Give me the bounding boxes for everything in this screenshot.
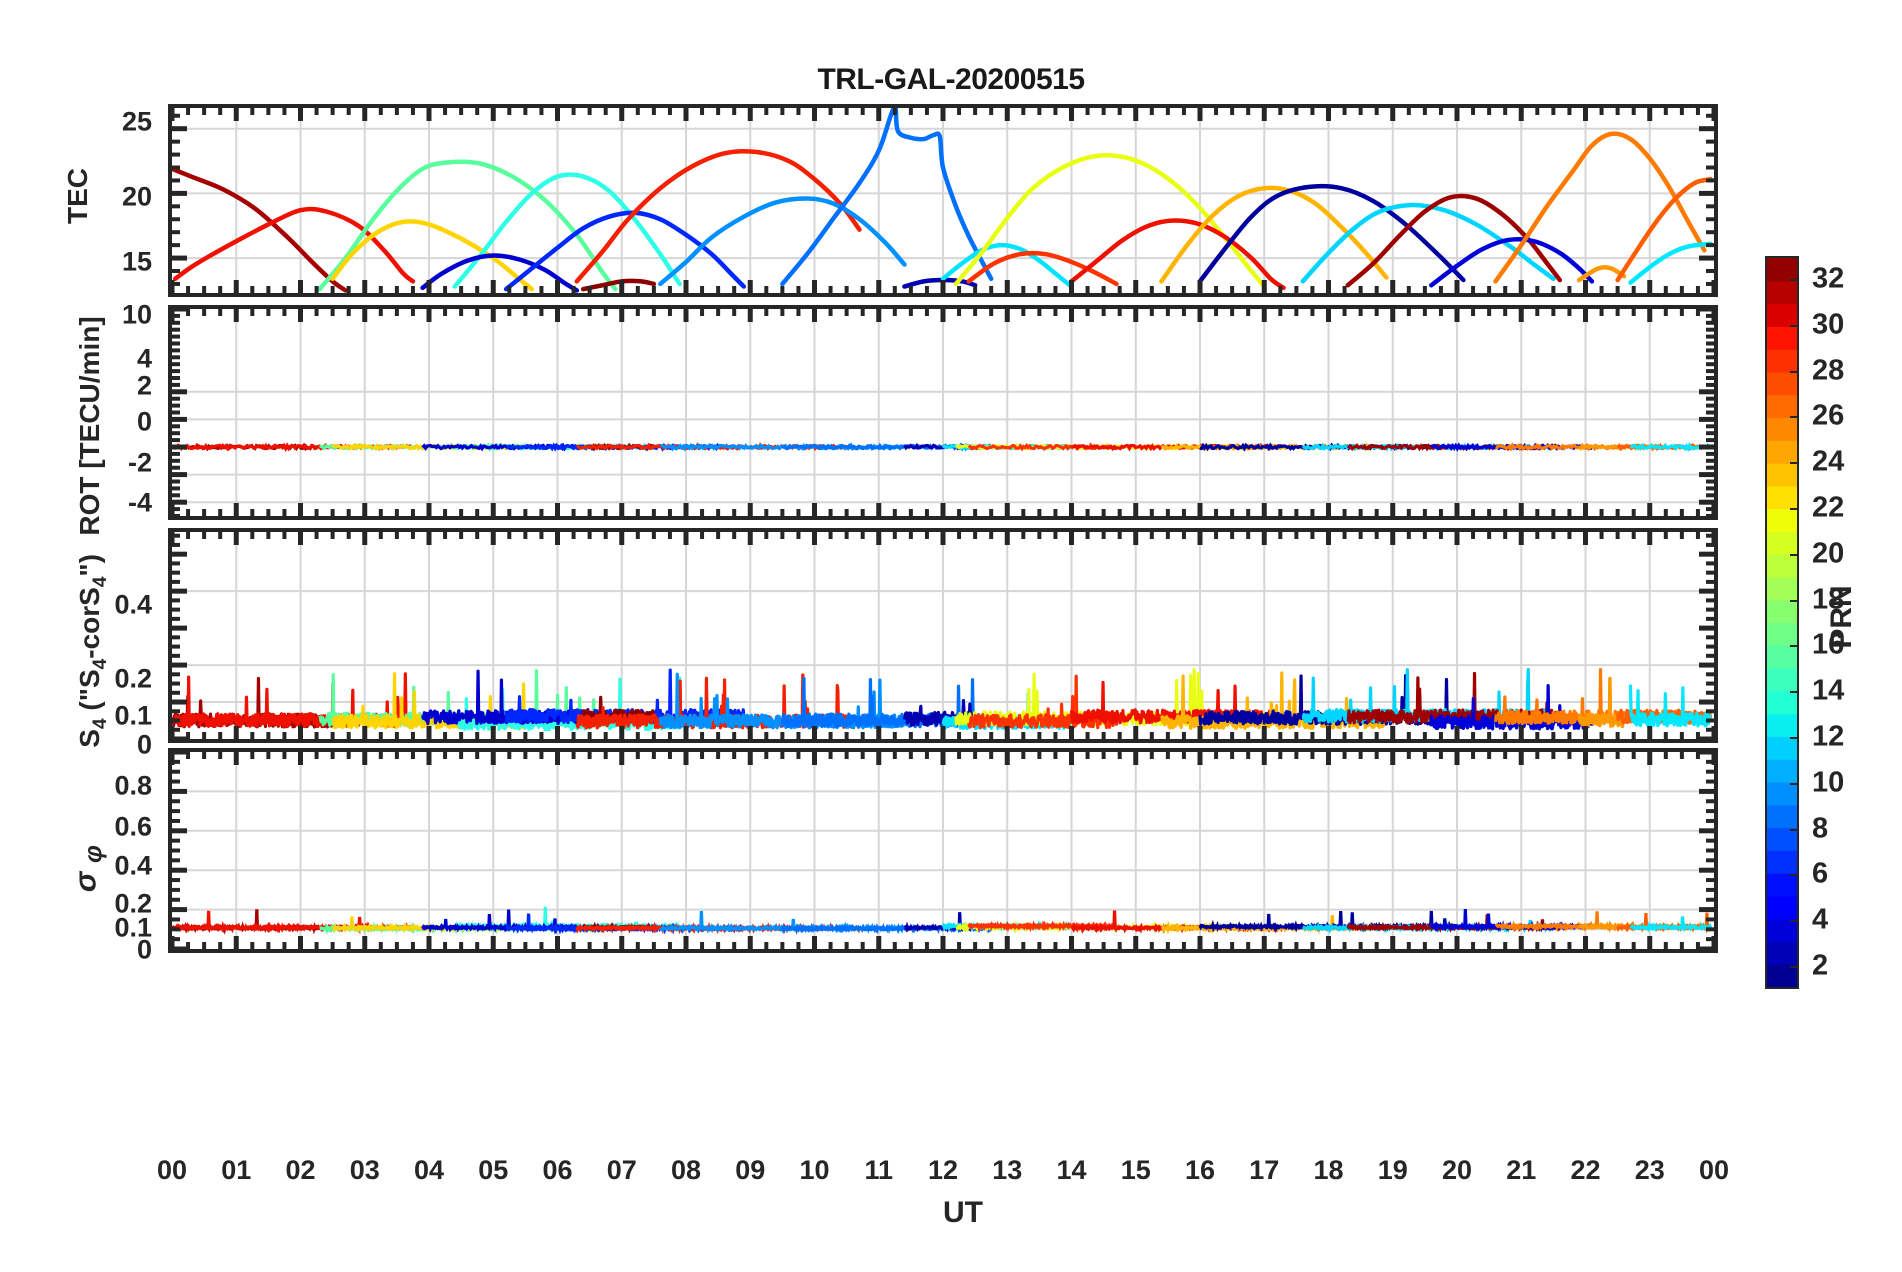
x-tick-label-21-21: 21 bbox=[1506, 1155, 1537, 1185]
panel-tec-plot bbox=[172, 108, 1714, 293]
colorbar-tick-30 bbox=[1790, 324, 1799, 327]
colorbar-label-2: 2 bbox=[1812, 949, 1829, 982]
colorbar-label-32: 32 bbox=[1812, 262, 1845, 295]
panel-tec-ytick-25: 25 bbox=[121, 106, 152, 137]
colorbar-label-22: 22 bbox=[1812, 491, 1845, 524]
colorbar-tick-20 bbox=[1790, 553, 1799, 556]
panel-rot-ytick-neg2: -2 bbox=[127, 447, 152, 478]
colorbar-title: PRN bbox=[1825, 585, 1858, 649]
colorbar-label-24: 24 bbox=[1812, 445, 1845, 478]
x-tick-label-06-6: 06 bbox=[542, 1155, 573, 1185]
x-tick-label-11-11: 11 bbox=[864, 1155, 894, 1185]
figure-title: TRL-GAL-20200515 bbox=[817, 63, 1085, 96]
colorbar-tick-24 bbox=[1790, 462, 1799, 465]
colorbar bbox=[1765, 256, 1799, 989]
colorbar-tick-4 bbox=[1790, 920, 1799, 923]
x-tick-label-16-16: 16 bbox=[1184, 1155, 1216, 1185]
colorbar-tick-6 bbox=[1790, 874, 1799, 877]
panel-tec-ytick-15: 15 bbox=[121, 246, 152, 277]
colorbar-tick-12 bbox=[1790, 737, 1799, 740]
colorbar-label-14: 14 bbox=[1812, 674, 1845, 707]
panel-sigma-phi bbox=[168, 748, 1718, 953]
colorbar-tick-8 bbox=[1790, 828, 1799, 831]
x-tick-label-05-5: 05 bbox=[478, 1155, 509, 1185]
x-tick-label-14-14: 14 bbox=[1056, 1155, 1087, 1185]
panel-s4-ytick-02: 0.2 bbox=[114, 663, 152, 694]
panel-rot-ytick-0: 0 bbox=[136, 406, 152, 437]
panel-s4-ytick-0: 0 bbox=[136, 729, 152, 760]
panel-s4 bbox=[168, 528, 1718, 743]
x-tick-label-12-12: 12 bbox=[927, 1155, 959, 1185]
colorbar-label-18: 18 bbox=[1812, 583, 1845, 616]
panel-sigma-phi-ytick-01: 0.1 bbox=[114, 912, 152, 943]
panel-rot-ytick-4: 4 bbox=[136, 343, 152, 374]
panel-rot-ytick-neg4: -4 bbox=[127, 487, 152, 518]
panel-sigma-phi-ytick-06: 0.6 bbox=[114, 811, 152, 842]
colorbar-label-16: 16 bbox=[1812, 628, 1845, 661]
panel-tec bbox=[168, 104, 1718, 297]
x-tick-label-00-0: 00 bbox=[156, 1155, 188, 1185]
panel-rot-ytick-2: 2 bbox=[136, 370, 152, 401]
x-tick-label-10-10: 10 bbox=[799, 1155, 830, 1185]
colorbar-label-4: 4 bbox=[1812, 903, 1829, 936]
x-tick-label-00-24: 00 bbox=[1698, 1155, 1730, 1185]
panel-s4-ytick-01: 0.1 bbox=[114, 700, 152, 731]
panel-s4-ytick-04: 0.4 bbox=[114, 589, 152, 620]
colorbar-tick-14 bbox=[1790, 691, 1799, 694]
x-tick-label-01-1: 01 bbox=[221, 1155, 252, 1185]
panel-sigma-phi-ytick-0: 0 bbox=[136, 934, 152, 965]
panel-sigma-phi-ytick-08: 0.8 bbox=[114, 770, 152, 801]
colorbar-tick-32 bbox=[1790, 278, 1799, 281]
panel-sigma-phi-plot bbox=[172, 752, 1714, 949]
colorbar-tick-18 bbox=[1790, 599, 1799, 602]
x-tick-label-07-7: 07 bbox=[606, 1155, 637, 1185]
colorbar-tick-16 bbox=[1790, 645, 1799, 648]
panel-rot-ytick-10: 10 bbox=[121, 299, 152, 330]
colorbar-label-10: 10 bbox=[1812, 766, 1845, 799]
x-axis-label: UT bbox=[943, 1196, 983, 1229]
panel-tec-ytick-20: 20 bbox=[121, 181, 152, 212]
x-tick-label-15-15: 15 bbox=[1120, 1155, 1151, 1185]
colorbar-tick-10 bbox=[1790, 782, 1799, 785]
x-tick-label-23-23: 23 bbox=[1634, 1155, 1665, 1185]
x-tick-label-04-4: 04 bbox=[413, 1155, 445, 1185]
colorbar-label-28: 28 bbox=[1812, 354, 1845, 387]
colorbar-tick-26 bbox=[1790, 416, 1799, 419]
panel-s4-plot bbox=[172, 532, 1714, 739]
x-tick-label-08-8: 08 bbox=[670, 1155, 702, 1185]
x-tick-label-13-13: 13 bbox=[992, 1155, 1023, 1185]
x-tick-label-18-18: 18 bbox=[1313, 1155, 1344, 1185]
colorbar-label-30: 30 bbox=[1812, 308, 1845, 341]
colorbar-label-8: 8 bbox=[1812, 812, 1829, 845]
panel-sigma-phi-ytick-02: 0.2 bbox=[114, 888, 152, 919]
panel-sigma-phi-ytick-04: 0.4 bbox=[114, 850, 152, 881]
colorbar-label-20: 20 bbox=[1812, 537, 1845, 570]
x-tick-label-20-20: 20 bbox=[1441, 1155, 1473, 1185]
x-tick-label-17-17: 17 bbox=[1249, 1155, 1280, 1185]
x-tick-label-22-22: 22 bbox=[1570, 1155, 1601, 1185]
colorbar-tick-28 bbox=[1790, 370, 1799, 373]
x-tick-label-09-9: 09 bbox=[735, 1155, 766, 1185]
x-tick-label-03-3: 03 bbox=[349, 1155, 380, 1185]
colorbar-tick-2 bbox=[1790, 966, 1799, 969]
colorbar-label-6: 6 bbox=[1812, 857, 1829, 890]
x-tick-label-19-19: 19 bbox=[1377, 1155, 1408, 1185]
x-tick-label-02-2: 02 bbox=[285, 1155, 316, 1185]
colorbar-label-12: 12 bbox=[1812, 720, 1845, 753]
colorbar-tick-22 bbox=[1790, 507, 1799, 510]
panel-rot bbox=[168, 305, 1718, 520]
colorbar-label-26: 26 bbox=[1812, 399, 1845, 432]
panel-rot-plot bbox=[172, 309, 1714, 516]
